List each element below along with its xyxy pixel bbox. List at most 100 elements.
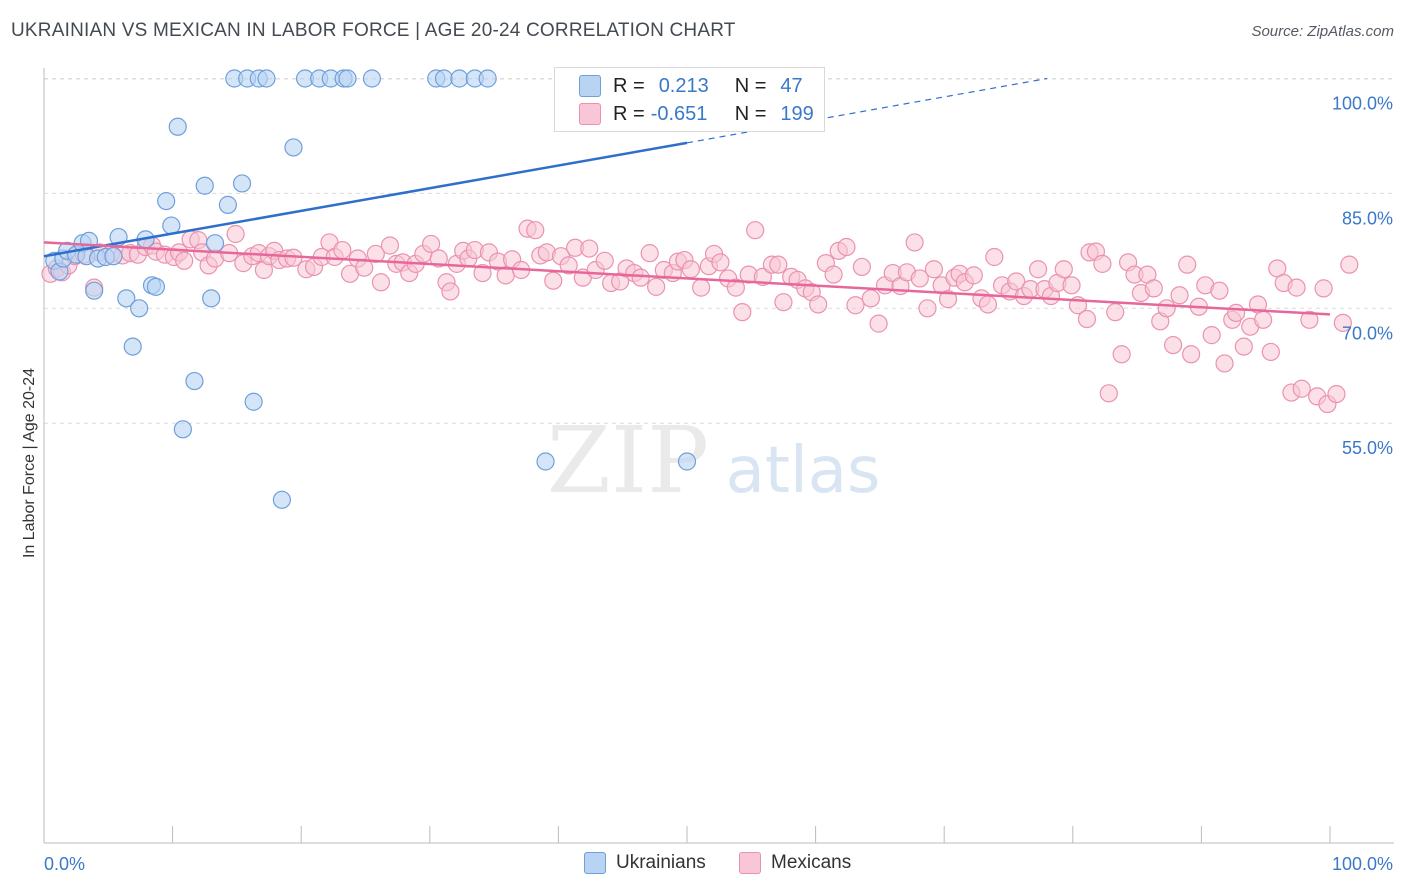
- point-mexicans: [681, 260, 700, 279]
- point-mexicans: [824, 265, 843, 284]
- point-mexicans: [753, 267, 772, 286]
- trend-lines: [43, 77, 1331, 316]
- point-ukrainians: [478, 69, 497, 88]
- tick-labels: 55.0% 70.0% 85.0% 100.0% 0.0% 100.0%: [44, 94, 1393, 875]
- source-label: Source: ZipAtlas.com: [1251, 23, 1394, 40]
- point-mexicans: [964, 266, 983, 285]
- point-mexicans: [846, 296, 865, 315]
- point-ukrainians: [244, 392, 263, 411]
- x-tick-label: 0.0%: [44, 854, 85, 874]
- point-mexicans: [1254, 310, 1273, 329]
- legend-swatch-mexicans: [739, 852, 761, 874]
- point-mexicans: [692, 278, 711, 297]
- series-ukrainians: [45, 69, 697, 509]
- point-ukrainians: [130, 299, 149, 318]
- point-mexicans: [1099, 384, 1118, 403]
- legend-item-mexicans[interactable]: Mexicans: [739, 852, 851, 874]
- point-ukrainians: [232, 174, 252, 193]
- point-mexicans: [1157, 299, 1176, 318]
- point-mexicans: [1210, 281, 1229, 300]
- point-mexicans: [1215, 354, 1234, 373]
- point-ukrainians: [536, 452, 555, 471]
- point-mexicans: [333, 240, 352, 260]
- correlation-legend: R = 0.213 N = 47 R = -0.651 N = 199: [554, 67, 825, 132]
- legend-r-value: 0.213: [658, 74, 709, 97]
- point-mexicans: [1202, 326, 1221, 345]
- point-mexicans: [1333, 313, 1352, 332]
- point-mexicans: [910, 269, 929, 288]
- point-mexicans: [380, 236, 400, 255]
- point-mexicans: [1164, 335, 1183, 355]
- legend-row-ukrainians: R = 0.213 N = 47: [555, 72, 803, 100]
- legend-n-label: N =: [734, 74, 767, 97]
- point-mexicans: [1028, 260, 1048, 279]
- point-ukrainians: [85, 281, 104, 300]
- point-mexicans: [774, 293, 793, 312]
- point-mexicans: [711, 253, 730, 272]
- point-ukrainians: [362, 69, 382, 88]
- axes: [43, 68, 1394, 844]
- legend-item-ukrainians[interactable]: Ukrainians: [584, 852, 706, 874]
- trendline-ukrainians-extension: [686, 77, 1048, 144]
- point-mexicans: [852, 257, 871, 277]
- point-mexicans: [1292, 379, 1311, 398]
- legend-n-label: N =: [734, 102, 767, 125]
- point-ukrainians: [117, 289, 136, 308]
- y-tick-label: 100.0%: [1332, 94, 1393, 114]
- legend-label-ukrainians: Ukrainians: [616, 852, 706, 873]
- point-mexicans: [1314, 279, 1333, 298]
- point-mexicans: [1093, 254, 1112, 273]
- legend-label-mexicans: Mexicans: [771, 852, 852, 873]
- legend-row-mexicans: R = -0.651 N = 199: [555, 100, 814, 128]
- point-mexicans: [1106, 303, 1125, 322]
- point-mexicans: [544, 271, 563, 290]
- x-tick-label: 100.0%: [1332, 854, 1393, 874]
- legend-swatch-ukrainians: [579, 75, 601, 97]
- point-mexicans: [726, 278, 745, 297]
- point-mexicans: [869, 314, 888, 333]
- point-mexicans: [1300, 310, 1319, 329]
- point-mexicans: [938, 290, 958, 309]
- trendline-ukrainians: [43, 141, 688, 258]
- legend-r-label: R =: [613, 74, 645, 97]
- y-tick-label: 70.0%: [1342, 323, 1393, 343]
- point-mexicans: [1261, 342, 1280, 362]
- point-mexicans: [746, 221, 765, 240]
- point-ukrainians: [677, 452, 697, 471]
- point-ukrainians: [205, 234, 225, 253]
- point-mexicans: [1170, 286, 1189, 305]
- point-mexicans: [1062, 276, 1081, 295]
- point-mexicans: [371, 273, 391, 292]
- point-mexicans: [526, 221, 545, 240]
- point-mexicans: [1054, 260, 1073, 279]
- point-mexicans: [1112, 345, 1131, 364]
- series-mexicans: [41, 219, 1359, 414]
- point-ukrainians: [272, 490, 292, 509]
- point-ukrainians: [284, 138, 303, 157]
- legend-n-value: 199: [780, 102, 814, 125]
- point-mexicans: [1227, 303, 1246, 322]
- point-mexicans: [226, 224, 245, 244]
- point-mexicans: [1340, 255, 1359, 274]
- point-mexicans: [1327, 384, 1346, 404]
- point-mexicans: [631, 268, 650, 287]
- watermark-atlas: atlas: [726, 434, 881, 508]
- point-ukrainians: [450, 69, 469, 88]
- trendline-mexicans: [43, 241, 1331, 316]
- point-mexicans: [924, 260, 944, 279]
- point-ukrainians: [202, 289, 221, 308]
- point-ukrainians: [157, 191, 176, 211]
- legend-swatch-mexicans: [579, 103, 601, 125]
- point-mexicans: [1287, 278, 1306, 297]
- point-mexicans: [905, 233, 924, 252]
- point-mexicans: [733, 303, 752, 322]
- point-mexicans: [978, 295, 998, 314]
- point-mexicans: [985, 247, 1004, 267]
- point-mexicans: [175, 251, 194, 270]
- point-ukrainians: [146, 277, 165, 296]
- point-mexicans: [366, 244, 385, 264]
- point-mexicans: [441, 282, 460, 301]
- point-mexicans: [473, 263, 492, 283]
- point-ukrainians: [104, 247, 123, 266]
